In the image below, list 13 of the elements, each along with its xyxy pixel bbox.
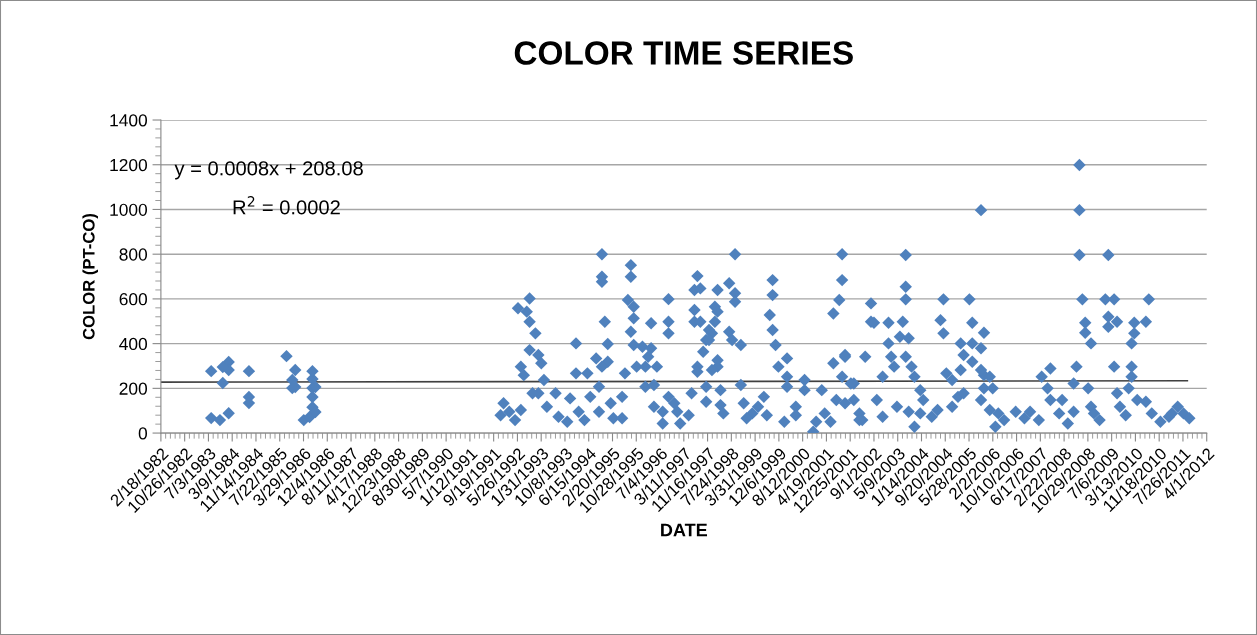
y-tick-label: 800 — [119, 248, 148, 261]
y-tick-label: 600 — [119, 293, 148, 306]
y-tick-label: 400 — [119, 337, 148, 351]
chart-title: COLOR TIME SERIES — [514, 41, 853, 65]
y-axis-title: COLOR (PT-CO) — [82, 213, 98, 340]
y-tick-label: 1400 — [110, 114, 148, 127]
y-tick-label: 0 — [138, 427, 148, 440]
y-tick-label: 1000 — [110, 203, 148, 216]
y-tick-label: 1200 — [110, 158, 148, 172]
annotation: y = 0.0008x + 208.08 — [174, 161, 363, 180]
annotation: R$^{2}$ = 0.0002 — [233, 196, 340, 215]
y-tick-label: 200 — [119, 382, 148, 395]
x-axis-title: DATE — [661, 523, 708, 537]
